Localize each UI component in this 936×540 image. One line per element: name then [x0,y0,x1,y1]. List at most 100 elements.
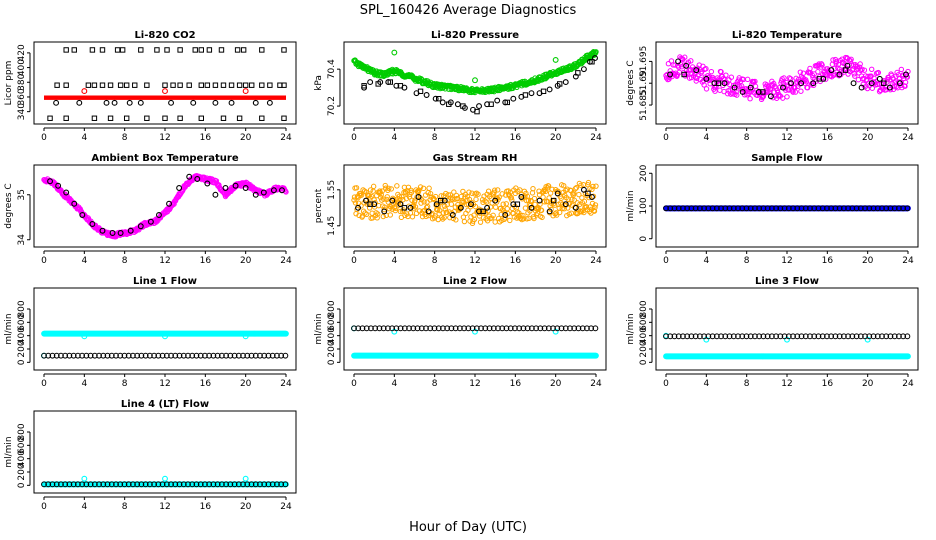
data-point [386,185,392,192]
data-point [803,79,810,85]
data-point [553,210,559,216]
x-tick-label: 4 [703,379,709,389]
data-point [198,82,205,88]
data-point [760,89,766,95]
data-point [492,219,498,225]
data-point [869,66,875,72]
data-point [492,197,499,204]
x-tick-label: 16 [822,379,834,389]
data-point [879,333,885,340]
y-axis-label: ml/min [314,313,324,344]
data-point [367,195,373,201]
data-point [380,213,386,220]
data-point [728,74,735,80]
data-point [671,333,678,340]
x-tick-label: 24 [590,379,602,389]
data-point [508,194,514,201]
data-point [352,200,359,206]
data-point [473,325,480,332]
data-point [671,205,678,212]
data-point [760,333,767,340]
data-point [593,183,599,189]
data-point [472,203,479,210]
y-tick-label: 0 [639,359,649,365]
data-point [730,333,737,340]
data-point [570,192,577,198]
data-point [815,69,821,75]
data-point [518,194,525,200]
x-tick-label: 4 [391,133,397,143]
data-point [117,352,124,359]
data-point [482,325,489,332]
data-point [416,187,422,193]
data-point [465,325,472,332]
data-point [137,223,144,230]
y-axis-label: percent [314,188,324,223]
data-point [756,205,763,212]
data-point [53,352,60,359]
data-point [538,207,545,214]
data-point [186,173,193,180]
data-point [431,325,438,332]
data-point [418,325,425,332]
data-point [816,76,822,82]
data-point [393,205,399,211]
data-point [387,212,393,218]
plot-frame [33,164,297,248]
y-tick-label: 200 [327,340,337,357]
data-point [212,99,219,106]
x-tick-label: 4 [391,379,397,389]
data-point [680,205,686,212]
data-point [588,325,595,332]
data-point [232,182,239,189]
data-point [541,325,548,332]
data-point [410,325,417,332]
data-point [278,352,285,359]
data-point [119,47,126,53]
data-point [432,213,438,219]
data-point [134,352,141,359]
data-point [708,68,715,75]
data-point [593,352,599,359]
data-point [355,200,362,206]
data-point [123,115,130,121]
data-point [853,205,860,212]
data-point [242,82,249,88]
data-point [480,215,487,221]
data-point [162,333,168,340]
data-point [252,191,259,198]
data-point [747,333,754,340]
data-point [790,205,796,212]
x-tick-label: 20 [240,256,252,266]
y-tick-label: 600 [639,313,649,330]
data-point [249,82,255,88]
data-point [667,71,673,78]
data-point [760,205,767,212]
data-point [539,214,545,221]
data-point [117,82,124,88]
data-point [185,352,191,359]
data-point [70,481,77,488]
data-point [374,211,381,217]
x-tick-label: 16 [200,379,212,389]
data-point [902,79,909,85]
data-point [91,481,98,488]
data-point [155,352,162,359]
x-tick-label: 0 [663,379,669,389]
data-point [850,80,857,87]
x-tick-label: 20 [550,133,562,143]
x-tick-label: 24 [280,379,292,389]
data-point [567,325,573,332]
data-point [688,333,695,340]
data-point [590,183,596,190]
data-point [684,333,691,340]
data-point [389,325,396,332]
data-point [585,179,592,186]
y-tick-label: 51.685 [639,89,649,121]
data-point [248,352,255,359]
data-point [848,56,854,63]
data-point [180,352,187,359]
data-point [214,352,221,359]
data-point [490,325,497,332]
